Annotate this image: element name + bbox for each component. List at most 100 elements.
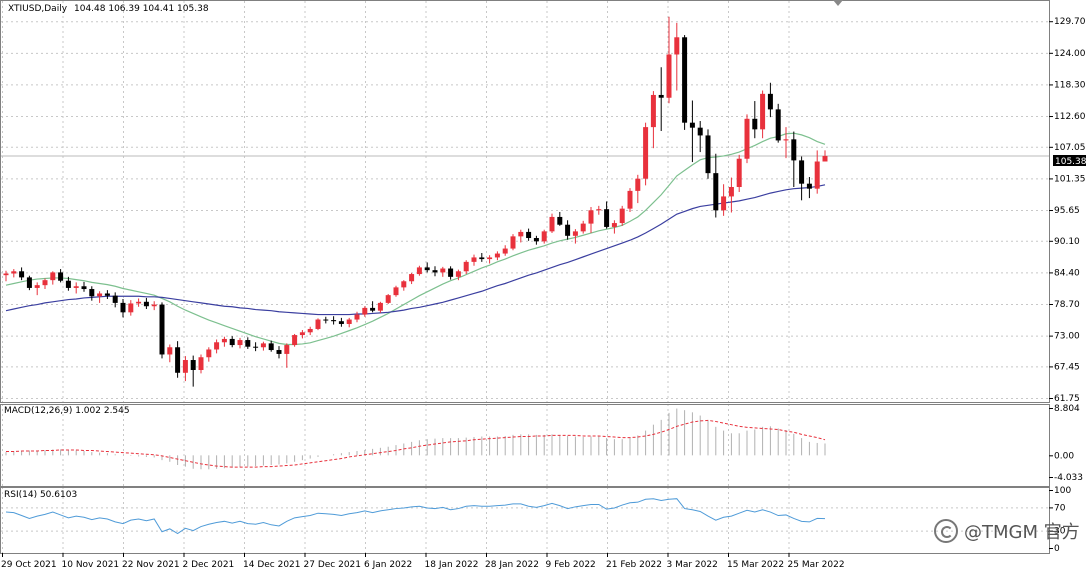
panel-frames bbox=[0, 0, 1050, 554]
candle-body bbox=[822, 155, 828, 162]
time-tick-label: 22 Nov 2021 bbox=[122, 560, 180, 570]
time-tick-label: 21 Feb 2022 bbox=[606, 560, 662, 570]
wechat-logo-icon bbox=[934, 519, 958, 543]
candle-body bbox=[580, 223, 586, 232]
price-tick-label: 118.30 bbox=[1054, 80, 1086, 90]
time-tick-label: 2 Dec 2021 bbox=[183, 560, 235, 570]
candle-body bbox=[112, 295, 118, 303]
macd-tick-label: -4.033 bbox=[1054, 473, 1083, 483]
panel-frame bbox=[0, 487, 1050, 554]
candle-body bbox=[494, 253, 500, 258]
candle-body bbox=[643, 127, 649, 179]
candle-body bbox=[627, 190, 633, 209]
price-tick-label: 107.05 bbox=[1054, 143, 1086, 153]
candle-body bbox=[401, 281, 407, 288]
candle-body bbox=[175, 347, 181, 373]
shift-marker-icon[interactable] bbox=[833, 0, 843, 6]
price-tick-label: 129.70 bbox=[1054, 17, 1086, 27]
candle-body bbox=[370, 307, 376, 311]
candle-body bbox=[518, 231, 524, 237]
price-tick-label: 84.40 bbox=[1054, 268, 1080, 278]
candle-body bbox=[26, 277, 32, 288]
candle-body bbox=[19, 271, 25, 278]
moving-average-lines bbox=[5, 132, 826, 346]
candle-body bbox=[81, 286, 87, 290]
candle-body bbox=[541, 231, 547, 242]
candle-body bbox=[151, 304, 157, 307]
price-tick-label: 112.60 bbox=[1054, 112, 1086, 122]
candle-body bbox=[533, 238, 539, 242]
price-tick-label: 67.45 bbox=[1054, 362, 1080, 372]
candle-body bbox=[416, 267, 422, 275]
candle-body bbox=[697, 127, 703, 136]
candle-body bbox=[198, 357, 204, 370]
macd-tick-label: 0.00 bbox=[1054, 451, 1074, 461]
candle-body bbox=[549, 216, 555, 232]
candle-body bbox=[502, 248, 508, 254]
rsi-title: RSI(14) 50.6103 bbox=[4, 490, 77, 500]
candle-body bbox=[214, 342, 220, 350]
candle-body bbox=[604, 209, 610, 227]
candle-body bbox=[557, 216, 563, 225]
price-tick-label: 73.00 bbox=[1054, 332, 1080, 342]
candle-body bbox=[393, 287, 399, 296]
candle-body bbox=[58, 272, 64, 281]
macd-panel: 8.804 0.00 -4.033 bbox=[5, 404, 1083, 483]
rsi-tick-label: 100 bbox=[1054, 486, 1071, 496]
candle-body bbox=[658, 94, 664, 98]
candle-body bbox=[572, 231, 578, 236]
candle-body bbox=[377, 302, 383, 311]
candle-body bbox=[674, 37, 680, 55]
candle-body bbox=[136, 301, 142, 304]
candle-body bbox=[221, 338, 227, 343]
candle-body bbox=[471, 257, 477, 262]
candle-body bbox=[635, 178, 641, 191]
candle-body bbox=[167, 347, 173, 355]
panel-frame bbox=[0, 404, 1050, 487]
candle-body bbox=[650, 94, 656, 128]
time-tick-label: 27 Dec 2021 bbox=[304, 560, 362, 570]
candle-body bbox=[331, 320, 337, 322]
candle-body bbox=[596, 209, 602, 211]
candle-body bbox=[440, 268, 446, 273]
candle-body bbox=[791, 139, 797, 161]
time-tick-label: 14 Dec 2021 bbox=[243, 560, 301, 570]
candle-body bbox=[253, 346, 259, 348]
rsi-tick-label: 70 bbox=[1054, 503, 1066, 513]
time-tick-label: 28 Jan 2022 bbox=[485, 560, 539, 570]
candle-body bbox=[385, 295, 391, 303]
candle-body bbox=[323, 319, 329, 321]
candle-body bbox=[526, 231, 532, 239]
time-tick-label: 15 Mar 2022 bbox=[727, 560, 784, 570]
candlestick-series[interactable] bbox=[3, 16, 828, 387]
candle-body bbox=[666, 54, 672, 98]
candle-body bbox=[120, 302, 126, 313]
price-tag: 105.38 bbox=[1055, 157, 1087, 167]
candle-body bbox=[299, 332, 305, 336]
candle-body bbox=[705, 135, 711, 174]
symbol-label: XTIUSD,Daily bbox=[8, 4, 68, 14]
candle-body bbox=[760, 93, 766, 130]
candle-body bbox=[510, 236, 516, 249]
candle-body bbox=[346, 319, 352, 324]
watermark-text: @TMGM 官方 bbox=[964, 522, 1080, 543]
rsi-panel: 100 70 30 0 bbox=[1, 486, 1071, 554]
candle-body bbox=[73, 286, 79, 288]
candle-body bbox=[42, 280, 48, 286]
macd-title: MACD(12,26,9) 1.002 2.545 bbox=[4, 406, 130, 416]
price-tick-label: 124.00 bbox=[1054, 49, 1086, 59]
candle-body bbox=[682, 37, 688, 123]
candle-body bbox=[799, 160, 805, 184]
candle-body bbox=[814, 161, 820, 189]
candle-body bbox=[338, 321, 344, 324]
time-axis: 29 Oct 2021 10 Nov 2021 22 Nov 2021 2 Dec 2… bbox=[1, 553, 845, 570]
candle-body bbox=[276, 350, 282, 354]
candle-body bbox=[409, 274, 415, 282]
ma-slow-line bbox=[5, 184, 826, 316]
candle-body bbox=[190, 360, 196, 370]
candle-body bbox=[104, 293, 110, 296]
candle-body bbox=[237, 340, 243, 346]
candle-body bbox=[721, 196, 727, 211]
candle-body bbox=[128, 303, 134, 313]
